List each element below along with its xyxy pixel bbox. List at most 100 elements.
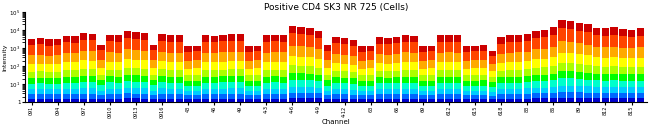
Bar — [393, 63, 400, 71]
Bar — [341, 94, 348, 99]
Bar — [245, 99, 253, 102]
Bar — [376, 83, 383, 89]
Bar — [72, 99, 79, 102]
Bar — [489, 51, 496, 56]
Bar — [185, 91, 192, 95]
Bar — [98, 99, 105, 102]
Bar — [98, 74, 105, 80]
Bar — [576, 31, 583, 43]
Bar — [271, 82, 279, 88]
Bar — [558, 71, 566, 78]
Bar — [497, 37, 505, 44]
Bar — [463, 95, 470, 99]
Bar — [159, 34, 166, 41]
Bar — [610, 35, 618, 47]
Bar — [445, 89, 452, 94]
Bar — [193, 46, 200, 51]
Bar — [245, 69, 253, 75]
Bar — [350, 95, 357, 99]
Bar — [341, 45, 348, 55]
Bar — [402, 94, 410, 99]
Bar — [289, 98, 296, 102]
Bar — [541, 30, 549, 37]
Bar — [176, 83, 183, 89]
Bar — [428, 46, 436, 51]
Bar — [593, 74, 601, 81]
Bar — [619, 74, 627, 81]
Bar — [384, 94, 392, 99]
Bar — [506, 42, 514, 53]
Bar — [341, 55, 348, 64]
Bar — [150, 95, 157, 99]
Bar — [350, 46, 357, 56]
Bar — [237, 99, 244, 102]
Bar — [411, 83, 418, 89]
Bar — [350, 72, 357, 78]
Bar — [584, 73, 592, 79]
Bar — [115, 77, 122, 83]
Bar — [245, 52, 253, 61]
Bar — [463, 46, 470, 52]
Bar — [628, 37, 635, 48]
Bar — [341, 89, 348, 94]
Bar — [393, 83, 400, 89]
Bar — [254, 91, 261, 95]
Bar — [124, 31, 131, 38]
Bar — [341, 38, 348, 45]
Bar — [445, 52, 452, 62]
Bar — [628, 88, 635, 93]
Bar — [36, 99, 44, 102]
Bar — [523, 76, 531, 82]
Bar — [263, 99, 270, 102]
Bar — [515, 62, 522, 70]
Bar — [324, 51, 331, 60]
Bar — [106, 35, 114, 41]
Bar — [167, 70, 174, 77]
Bar — [558, 41, 566, 53]
Bar — [550, 87, 557, 93]
Bar — [619, 87, 627, 93]
Bar — [358, 95, 366, 99]
Bar — [237, 34, 244, 41]
Bar — [306, 74, 313, 81]
Bar — [593, 47, 601, 57]
Bar — [106, 52, 114, 62]
Bar — [341, 83, 348, 89]
Bar — [550, 57, 557, 66]
Bar — [124, 98, 131, 102]
Bar — [358, 75, 366, 81]
Bar — [193, 81, 200, 86]
Bar — [471, 60, 479, 68]
Bar — [124, 93, 131, 98]
Bar — [89, 69, 96, 76]
Bar — [393, 37, 400, 43]
Bar — [584, 45, 592, 55]
Bar — [411, 94, 418, 99]
Bar — [98, 85, 105, 90]
Bar — [489, 99, 496, 102]
Bar — [332, 54, 340, 63]
Bar — [80, 82, 88, 88]
Bar — [384, 71, 392, 78]
Bar — [402, 99, 410, 102]
Bar — [124, 38, 131, 49]
Bar — [628, 48, 635, 58]
Bar — [46, 84, 53, 89]
Bar — [202, 53, 209, 62]
Bar — [636, 98, 644, 102]
Bar — [428, 86, 436, 91]
Bar — [315, 49, 322, 59]
Bar — [497, 94, 505, 99]
Bar — [211, 36, 218, 42]
Bar — [132, 94, 140, 98]
Bar — [115, 89, 122, 94]
Bar — [46, 64, 53, 72]
Bar — [628, 67, 635, 74]
Bar — [80, 60, 88, 69]
Bar — [480, 51, 488, 60]
Bar — [602, 87, 609, 93]
Bar — [150, 50, 157, 60]
Bar — [376, 71, 383, 77]
Bar — [89, 76, 96, 82]
Bar — [62, 70, 70, 77]
